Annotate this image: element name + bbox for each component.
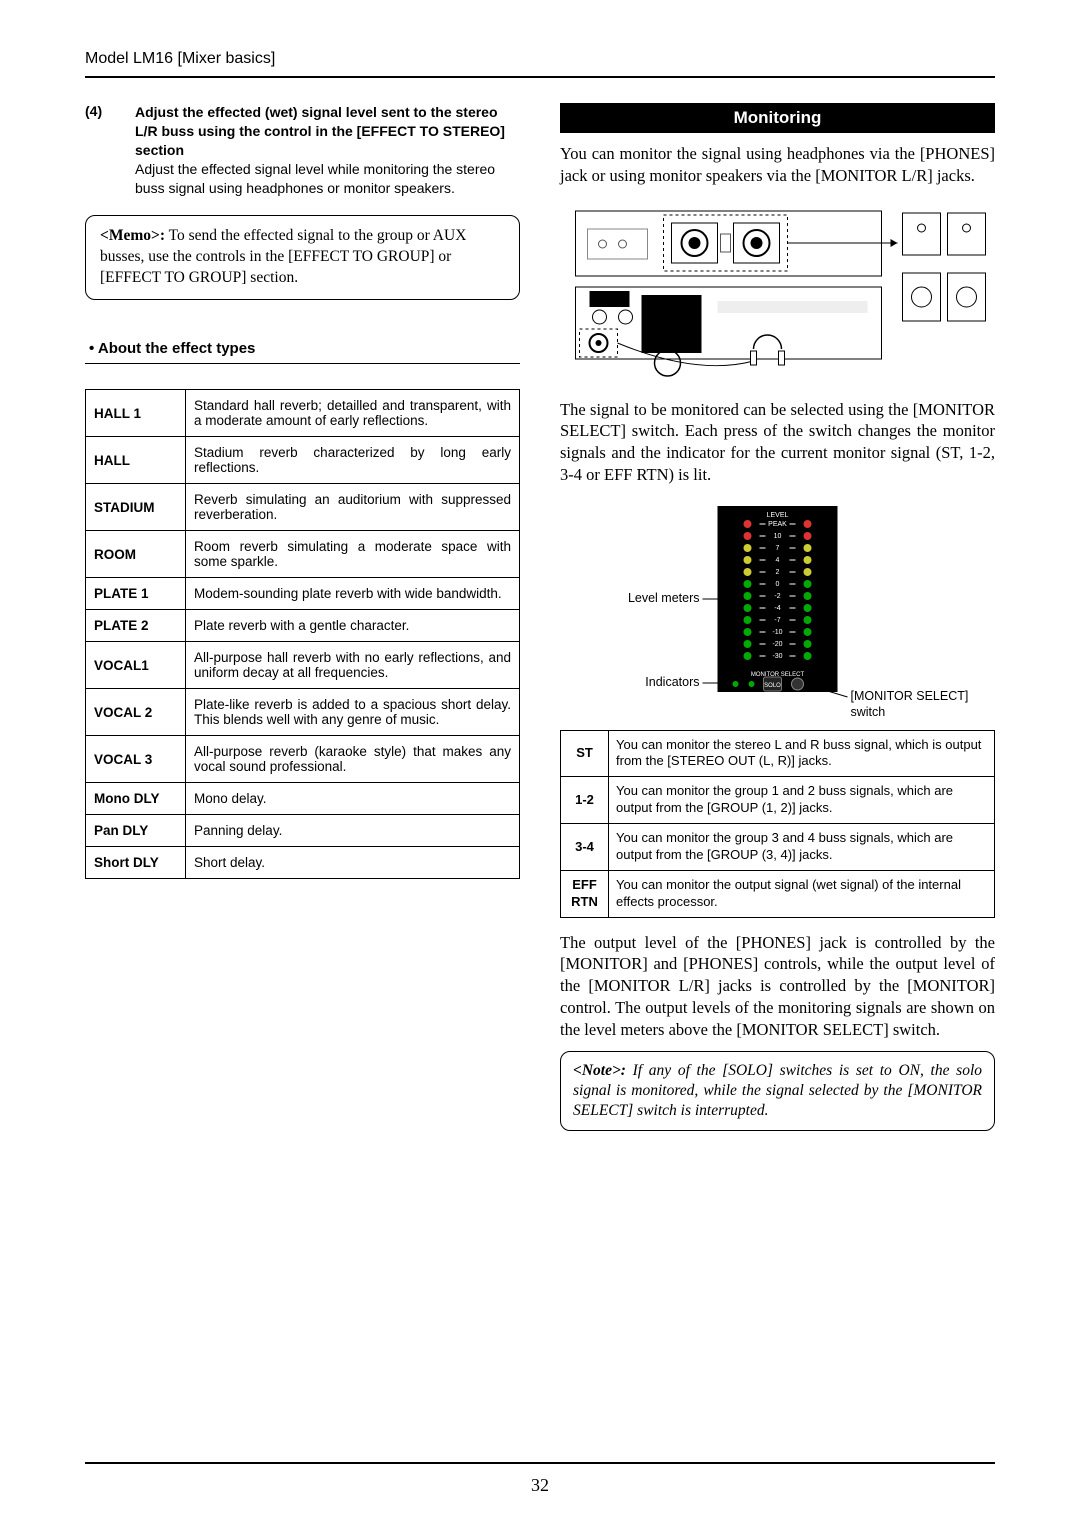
mon-key: 3-4: [561, 824, 609, 871]
table-row: STYou can monitor the stereo L and R bus…: [561, 730, 995, 777]
effects-table: HALL 1Standard hall reverb; detailled an…: [85, 389, 520, 879]
fx-name: ROOM: [86, 531, 186, 578]
fx-name: HALL 1: [86, 390, 186, 437]
mon-desc: You can monitor the stereo L and R buss …: [609, 730, 995, 777]
mon-p2: The signal to be monitored can be select…: [560, 399, 995, 486]
mon-p3: The output level of the [PHONES] jack is…: [560, 932, 995, 1041]
table-row: VOCAL 2Plate-like reverb is added to a s…: [86, 689, 520, 736]
mon-desc: You can monitor the output signal (wet s…: [609, 870, 995, 917]
connector-diagram: [560, 201, 995, 381]
svg-text:SOLO: SOLO: [764, 683, 781, 689]
fx-desc: Reverb simulating an auditorium with sup…: [186, 484, 520, 531]
svg-text:EFF RTN: EFF RTN: [756, 702, 777, 708]
svg-text:7: 7: [776, 545, 780, 552]
svg-text:LEVEL: LEVEL: [767, 512, 789, 519]
mon-desc: You can monitor the group 3 and 4 buss s…: [609, 824, 995, 871]
svg-text:Indicators: Indicators: [645, 675, 699, 689]
table-row: PLATE 2Plate reverb with a gentle charac…: [86, 610, 520, 642]
left-column: (4) Adjust the effected (wet) signal lev…: [85, 103, 520, 1131]
fx-desc: Stadium reverb characterized by long ear…: [186, 437, 520, 484]
svg-text:10: 10: [774, 533, 782, 540]
fx-desc: Modem-sounding plate reverb with wide ba…: [186, 578, 520, 610]
svg-text:-4: -4: [774, 605, 780, 612]
svg-text:switch: switch: [851, 705, 886, 719]
table-row: STADIUMReverb simulating an auditorium w…: [86, 484, 520, 531]
table-row: EFF RTNYou can monitor the output signal…: [561, 870, 995, 917]
page-header: Model LM16 [Mixer basics]: [85, 50, 995, 68]
svg-text:4: 4: [776, 557, 780, 564]
mon-key: 1-2: [561, 777, 609, 824]
table-row: VOCAL1All-purpose hall reverb with no ea…: [86, 642, 520, 689]
table-row: 1-2You can monitor the group 1 and 2 bus…: [561, 777, 995, 824]
fx-desc: Mono delay.: [186, 783, 520, 815]
svg-text:ST: ST: [736, 702, 744, 708]
meter-diagram: LEVEL PEAK107420-2-4-7-10-20-30 MONITOR …: [560, 502, 995, 732]
table-row: PLATE 1Modem-sounding plate reverb with …: [86, 578, 520, 610]
table-row: ROOMRoom reverb simulating a moderate sp…: [86, 531, 520, 578]
step-4: (4) Adjust the effected (wet) signal lev…: [85, 103, 520, 197]
table-row: Short DLYShort delay.: [86, 847, 520, 879]
fx-desc: Short delay.: [186, 847, 520, 879]
note-label: <Note>:: [573, 1062, 626, 1079]
mon-key: EFF RTN: [561, 870, 609, 917]
table-row: HALL 1Standard hall reverb; detailled an…: [86, 390, 520, 437]
table-row: Mono DLYMono delay.: [86, 783, 520, 815]
rule-top: [85, 76, 995, 78]
mon-key: ST: [561, 730, 609, 777]
step-plain: Adjust the effected signal level while m…: [135, 161, 495, 196]
mon-p1: You can monitor the signal using headpho…: [560, 143, 995, 187]
fx-desc: All-purpose reverb (karaoke style) that …: [186, 736, 520, 783]
monitor-table: STYou can monitor the stereo L and R bus…: [560, 730, 995, 918]
svg-text:Level meters: Level meters: [628, 591, 700, 605]
fx-desc: Room reverb simulating a moderate space …: [186, 531, 520, 578]
table-row: Pan DLYPanning delay.: [86, 815, 520, 847]
step-body: Adjust the effected (wet) signal level s…: [135, 103, 520, 197]
table-row: HALLStadium reverb characterized by long…: [86, 437, 520, 484]
fx-desc: All-purpose hall reverb with no early re…: [186, 642, 520, 689]
fx-name: VOCAL1: [86, 642, 186, 689]
fx-name: VOCAL 2: [86, 689, 186, 736]
fx-name: PLATE 2: [86, 610, 186, 642]
page-number: 32: [0, 1475, 1080, 1496]
fx-desc: Standard hall reverb; detailled and tran…: [186, 390, 520, 437]
fx-name: VOCAL 3: [86, 736, 186, 783]
svg-text:3-4: 3-4: [747, 694, 756, 700]
svg-text:0: 0: [776, 581, 780, 588]
fx-name: HALL: [86, 437, 186, 484]
right-column: Monitoring You can monitor the signal us…: [560, 103, 995, 1131]
svg-text:-2: -2: [774, 593, 780, 600]
rule-bottom: [85, 1462, 995, 1464]
svg-text:-10: -10: [772, 629, 782, 636]
memo-box: <Memo>: To send the effected signal to t…: [85, 215, 520, 300]
table-row: VOCAL 3All-purpose reverb (karaoke style…: [86, 736, 520, 783]
svg-text:1-2: 1-2: [731, 694, 740, 700]
column-wrap: (4) Adjust the effected (wet) signal lev…: [85, 103, 995, 1131]
memo-label: <Memo>:: [100, 227, 165, 244]
fx-desc: Plate-like reverb is added to a spacious…: [186, 689, 520, 736]
step-bold: Adjust the effected (wet) signal level s…: [135, 104, 505, 158]
mon-desc: You can monitor the group 1 and 2 buss s…: [609, 777, 995, 824]
fx-desc: Panning delay.: [186, 815, 520, 847]
about-heading: • About the effect types: [85, 340, 520, 357]
fx-name: Pan DLY: [86, 815, 186, 847]
svg-text:PEAK: PEAK: [768, 521, 787, 528]
note-text: If any of the [SOLO] switches is set to …: [573, 1062, 982, 1119]
table-row: 3-4You can monitor the group 3 and 4 bus…: [561, 824, 995, 871]
step-num: (4): [85, 103, 110, 197]
fx-name: STADIUM: [86, 484, 186, 531]
fx-name: Short DLY: [86, 847, 186, 879]
svg-text:-20: -20: [772, 641, 782, 648]
svg-text:-7: -7: [774, 617, 780, 624]
fx-name: PLATE 1: [86, 578, 186, 610]
fx-desc: Plate reverb with a gentle character.: [186, 610, 520, 642]
fx-name: Mono DLY: [86, 783, 186, 815]
about-rule: [85, 363, 520, 364]
svg-text:2: 2: [776, 569, 780, 576]
svg-text:[MONITOR SELECT]: [MONITOR SELECT]: [851, 689, 969, 703]
monitoring-heading: Monitoring: [560, 103, 995, 133]
note-box: <Note>: If any of the [SOLO] switches is…: [560, 1051, 995, 1131]
svg-text:-30: -30: [772, 653, 782, 660]
